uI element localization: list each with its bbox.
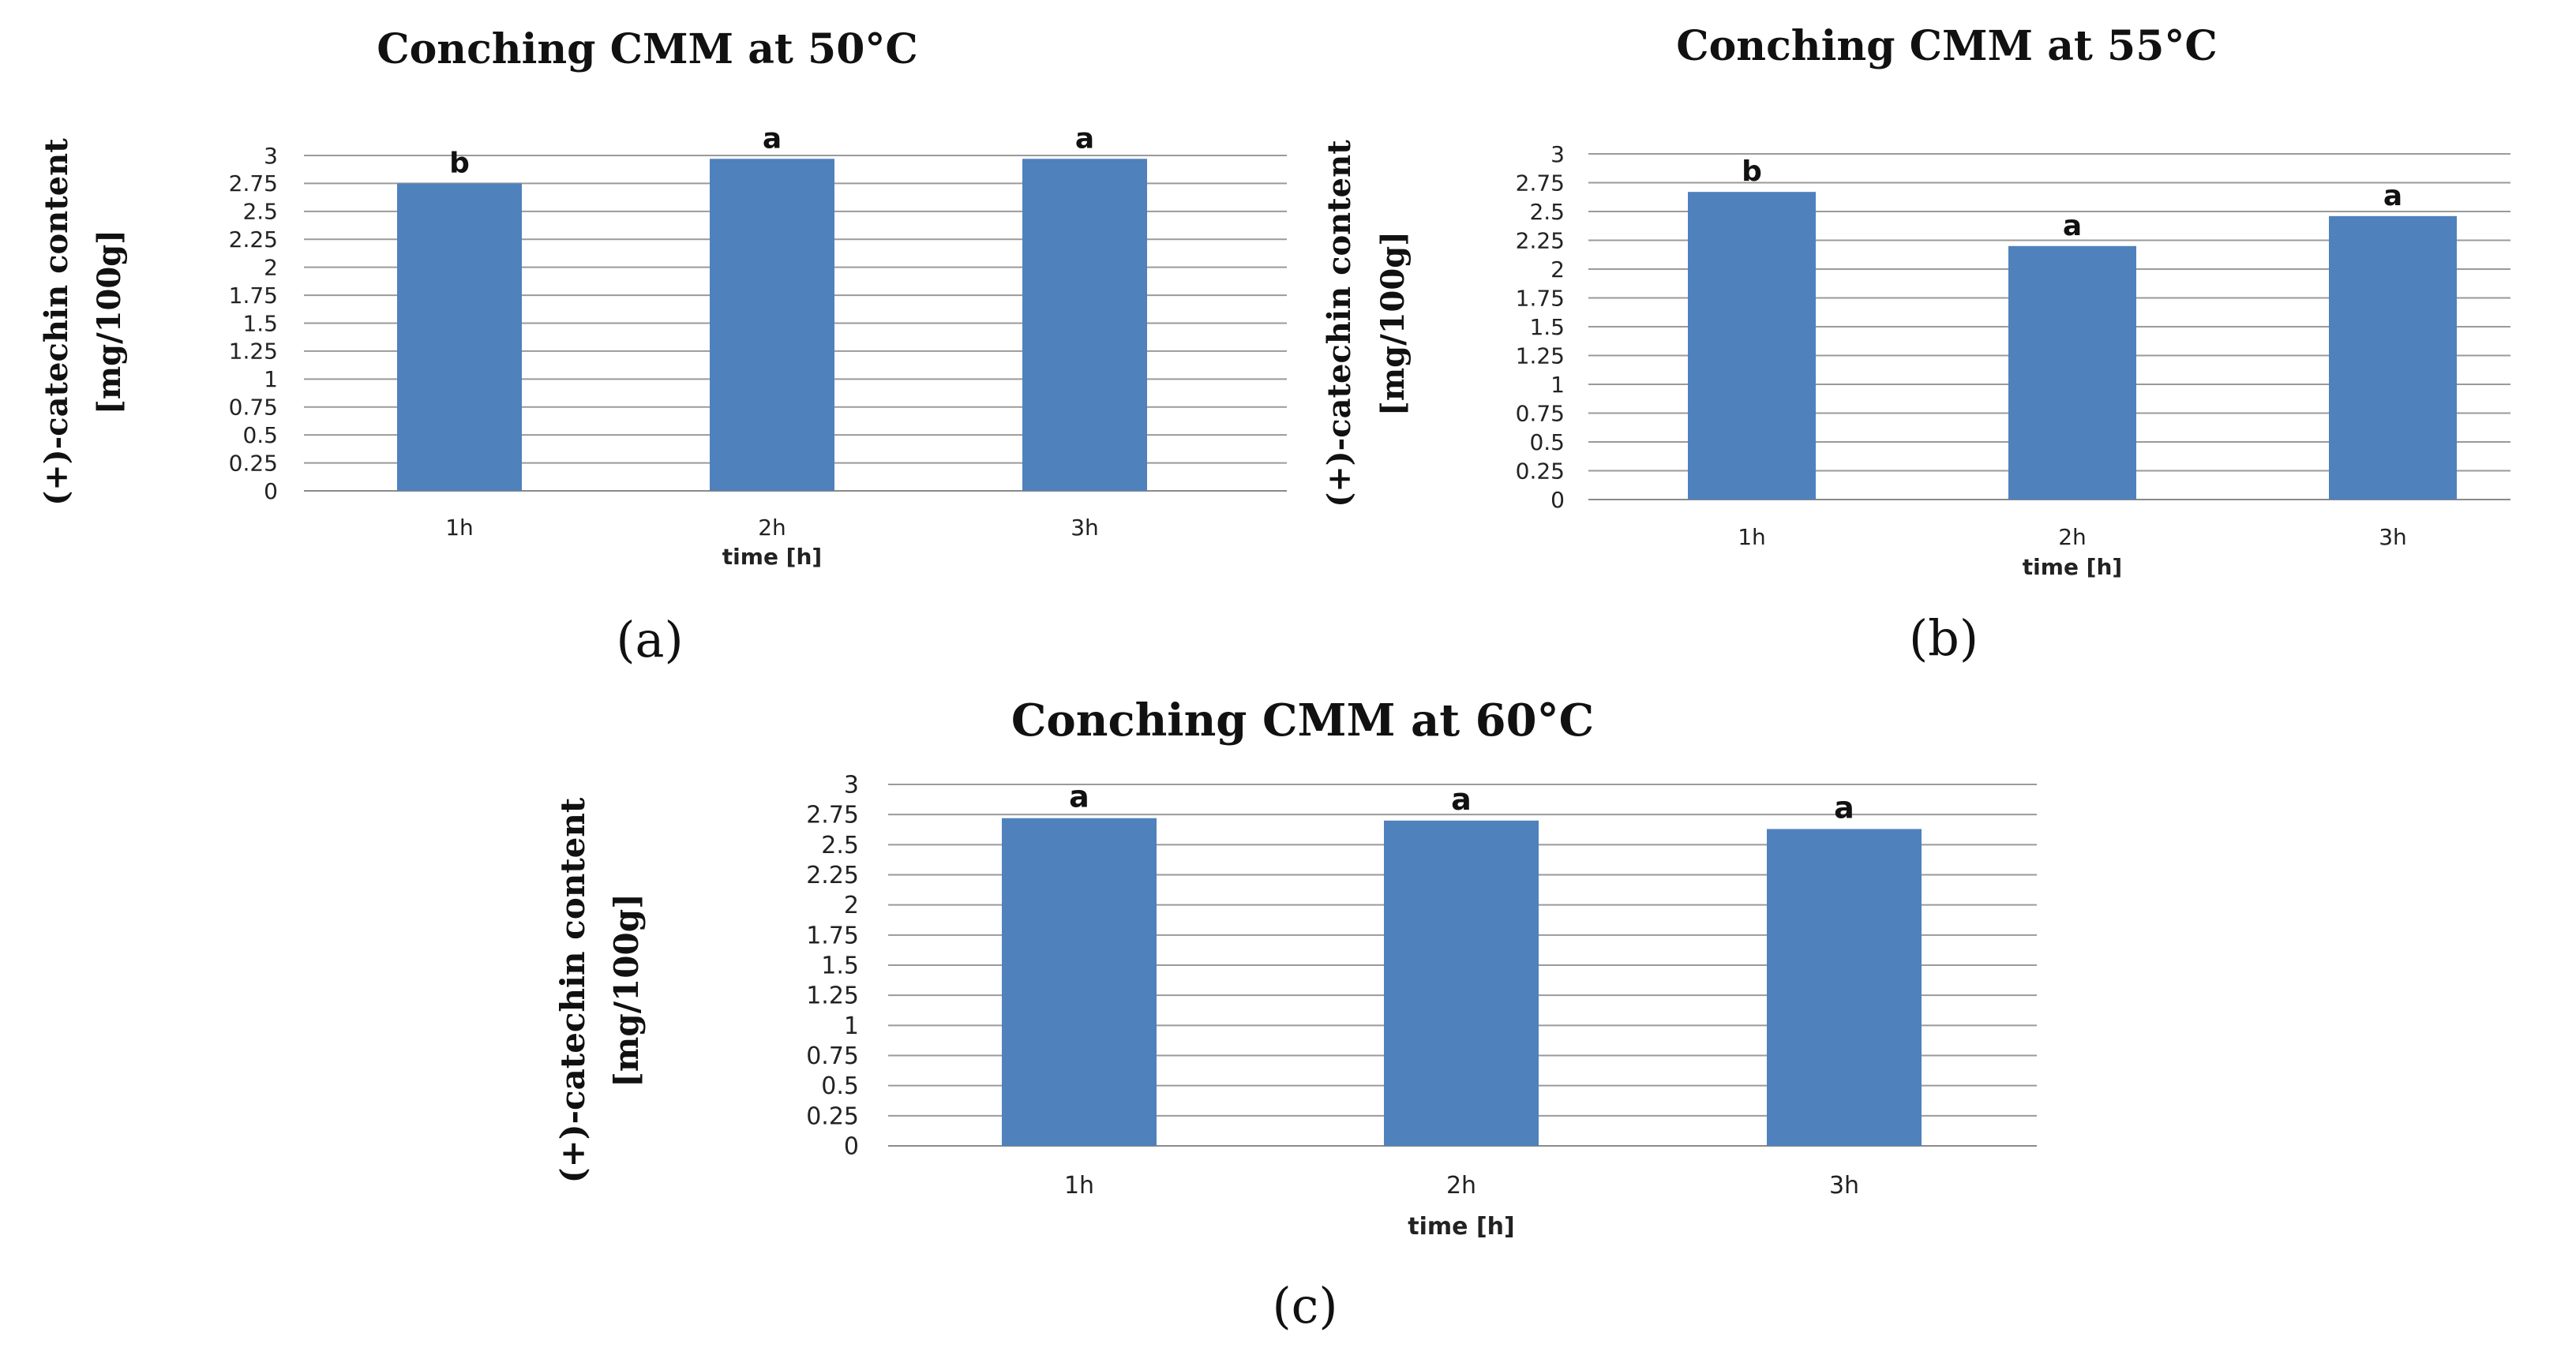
data-label: a	[2063, 210, 2082, 242]
chart-title: Conching CMM at 55°C	[1676, 22, 2218, 70]
bar-2h	[710, 159, 834, 491]
data-label: a	[1069, 780, 1089, 814]
y-tick-label: 3	[1550, 141, 1565, 167]
y-tick-label: 0.75	[806, 1042, 859, 1070]
data-label: a	[2383, 180, 2402, 212]
y-tick-label: 1.25	[1516, 342, 1565, 369]
y-axis-label: (+)-catechin content	[1321, 140, 1358, 507]
bar-1h	[397, 183, 522, 491]
x-axis-label: time [h]	[2023, 554, 2122, 580]
data-label: a	[763, 122, 782, 155]
x-axis-label: time [h]	[1408, 1213, 1514, 1241]
y-tick-label: 0	[1550, 487, 1565, 513]
x-tick-label: 3h	[2379, 524, 2407, 550]
y-tick-label: 2.5	[821, 832, 859, 859]
y-tick-label: 2	[264, 254, 278, 280]
x-tick-label: 3h	[1829, 1172, 1859, 1200]
bar-1h	[1688, 192, 1816, 500]
y-tick-label: 0.25	[1516, 458, 1565, 484]
y-tick-label: 2.75	[806, 802, 859, 829]
bar-3h	[1767, 829, 1922, 1146]
data-label: b	[1742, 155, 1762, 188]
y-tick-label: 1.75	[1516, 285, 1565, 311]
x-tick-label: 1h	[445, 515, 474, 541]
y-tick-label: 1.5	[1529, 314, 1565, 340]
y-tick-label: 3	[844, 772, 859, 799]
y-tick-label: 2	[844, 892, 859, 919]
x-tick-label: 1h	[1064, 1172, 1094, 1200]
y-tick-label: 0.25	[806, 1102, 859, 1130]
x-tick-label: 2h	[1446, 1172, 1476, 1200]
y-tick-label: 2.25	[229, 226, 278, 253]
panel-label: (a)	[616, 611, 683, 668]
y-tick-label: 2	[1550, 256, 1565, 283]
y-tick-label: 2.5	[1529, 199, 1565, 225]
y-tick-label: 1.25	[229, 339, 278, 365]
x-axis-label: time [h]	[722, 544, 822, 570]
y-tick-label: 0.75	[229, 395, 278, 421]
panel-label: (b)	[1909, 609, 1978, 667]
y-tick-label: 1.5	[821, 953, 859, 980]
x-tick-label: 1h	[1738, 524, 1766, 550]
chart-title: Conching CMM at 50°C	[377, 25, 918, 73]
chart-panel-1: Conching CMM at 50°C 00.250.50.75 11.25 1.5…	[38, 25, 1287, 668]
bar-2h	[1384, 820, 1539, 1146]
y-axis-unit-label: [mg/100g]	[91, 230, 128, 414]
chart-panel-2: Conching CMM at 55°C 0 0.25 0.5 0.751 1.251.5…	[1321, 22, 2510, 667]
y-tick-label: 1	[264, 366, 278, 392]
bar-3h	[2329, 215, 2457, 500]
y-tick-label: 2.5	[242, 199, 278, 225]
y-tick-label: 3	[264, 143, 278, 169]
y-tick-label: 1	[1550, 372, 1565, 398]
bar-3h	[1022, 159, 1147, 491]
y-tick-label: 0.5	[1529, 429, 1565, 455]
bar-1h	[1002, 818, 1157, 1146]
panel-label: (c)	[1272, 1277, 1337, 1334]
y-tick-label: 0	[264, 478, 278, 504]
y-tick-label: 1.75	[806, 922, 859, 949]
y-axis-label: (+)-catechin content	[553, 797, 592, 1183]
chart-panel-3: Conching CMM at 60°C 0 0.250.50.751 1.25 1.5…	[553, 694, 2037, 1334]
y-tick-label: 0	[844, 1133, 859, 1161]
y-axis-label: (+)-catechin content	[38, 138, 75, 506]
y-tick-label: 0.5	[821, 1072, 859, 1100]
y-tick-label: 0.75	[1516, 400, 1565, 426]
x-tick-label: 3h	[1071, 515, 1099, 541]
y-tick-label: 0.25	[229, 450, 278, 476]
data-label: a	[1075, 122, 1094, 155]
data-label: b	[449, 147, 470, 179]
x-tick-label: 2h	[2058, 524, 2087, 550]
y-tick-label: 1.5	[242, 310, 278, 336]
data-label: a	[1834, 790, 1854, 825]
y-tick-label: 2.25	[1516, 227, 1565, 253]
y-tick-label: 1.75	[229, 283, 278, 309]
y-tick-label: 1.25	[806, 983, 859, 1010]
data-label: a	[1451, 782, 1472, 817]
y-axis-unit-label: [mg/100g]	[607, 893, 646, 1087]
y-axis-unit-label: [mg/100g]	[1374, 231, 1412, 416]
y-tick-label: 2.75	[1516, 170, 1565, 196]
y-tick-label: 0.5	[242, 422, 278, 448]
y-tick-label: 2.25	[806, 862, 859, 889]
chart-title: Conching CMM at 60°C	[1011, 694, 1594, 747]
y-tick-label: 1	[844, 1013, 859, 1040]
x-tick-label: 2h	[758, 515, 786, 541]
bar-2h	[2008, 245, 2136, 500]
y-tick-label: 2.75	[229, 170, 278, 197]
